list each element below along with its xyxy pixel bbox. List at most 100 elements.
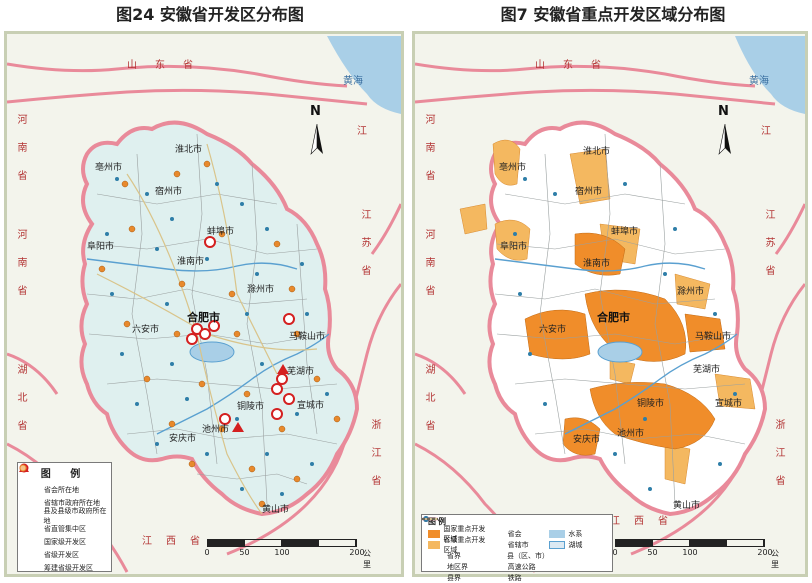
city-chuzhou: 滁州市	[677, 287, 705, 297]
city-maanshan: 马鞍山市	[695, 332, 732, 342]
provincial-zone-swatch	[428, 540, 441, 549]
label-sea: 黄海	[749, 76, 769, 87]
city-anqing: 安庆市	[573, 435, 601, 445]
legend-row: 地区界	[422, 518, 487, 572]
planned-zone-icon	[19, 464, 38, 573]
city-huaibei: 淮北市	[175, 145, 203, 155]
city-xuancheng: 宣城市	[297, 401, 325, 411]
province-border-icon	[422, 517, 444, 560]
city-hefei: 合肥市	[597, 311, 630, 324]
city-suzhou: 宿州市	[155, 187, 183, 197]
city-huangshan: 黄山市	[262, 505, 290, 515]
city-luan: 六安市	[132, 325, 160, 335]
legend-row: 县界	[422, 518, 487, 583]
right-legend: 图例 国家重点开发区域 省会 水系 省级重点开发区域 省辖市 湖城 省界 县（区…	[421, 514, 613, 582]
city-luan: 六安市	[539, 325, 567, 335]
label-shandong: 山东省	[535, 60, 619, 71]
scale-bar-graphic	[615, 539, 765, 547]
city-suzhou: 宿州市	[575, 187, 603, 197]
city-xuancheng: 宣城市	[715, 399, 743, 409]
region-border-icon	[422, 518, 444, 571]
legend-row: 省辖市	[423, 516, 548, 550]
city-anqing: 安庆市	[169, 434, 197, 444]
provincial-direct-zones	[232, 364, 289, 432]
scale-unit: 公里	[363, 549, 371, 569]
legend-row: 国家级开发区	[18, 463, 111, 548]
city-huaibei: 淮北市	[583, 147, 611, 157]
label-hubei: 湖北省	[423, 364, 434, 448]
legend-row: 筹建省级开发区	[18, 464, 111, 574]
label-henan-2: 河南省	[15, 229, 26, 313]
city-hefei: 合肥市	[187, 311, 220, 324]
legend-row: 省会	[423, 516, 548, 539]
county-borders	[494, 133, 746, 505]
north-label: N	[718, 104, 729, 119]
legend-row: 省界	[422, 517, 487, 561]
chaohu-lake	[189, 341, 235, 363]
scale-ticks: 0 50 100 200	[204, 548, 365, 557]
provincial-key-zones	[459, 139, 756, 485]
city-wuhu: 芜湖市	[287, 367, 315, 377]
label-jiang-top: 江	[357, 126, 368, 137]
provincial-zone-icon	[20, 465, 38, 560]
left-legend: 图 例 省会所在地 省辖市政府所在地 县及县级市政府所在地 省直管集中区 国家级…	[17, 462, 112, 572]
city-dot-icon	[20, 465, 38, 508]
legend-row: 高速公路	[422, 518, 548, 572]
legend-grid: 国家重点开发区域 省会 水系 省级重点开发区域 省辖市 湖城 省界 县（区、市）…	[422, 516, 612, 583]
city-tongling: 铜陵市	[237, 402, 265, 412]
legend-row: 湖城	[547, 539, 608, 550]
left-map-title: 图24 安徽省开发区分布图	[116, 5, 304, 24]
left-scale-bar: 0 50 100 200 公里	[204, 539, 371, 569]
city-chizhou: 池州市	[617, 429, 645, 439]
city-huainan: 淮南市	[177, 257, 205, 267]
highway-icon	[422, 518, 505, 571]
label-henan-2: 河南省	[423, 229, 434, 313]
national-zone-swatch	[428, 529, 441, 538]
north-arrow	[718, 123, 731, 155]
county-dots	[513, 177, 737, 491]
right-map-frame: 山东省 黄海 河南省 河南省 湖北省 江 江苏省 浙江省 江西省 N 亳州市 淮…	[412, 31, 808, 582]
label-jiangsu: 江苏省	[763, 209, 774, 293]
anhui-province	[79, 120, 360, 517]
north-arrow	[310, 123, 323, 155]
left-map-frame: 山东省 黄海 河南省 河南省 湖北省 江 江苏省 浙江省 江西省 N 亳州市 宿…	[4, 31, 404, 577]
city-bengbu: 蚌埠市	[207, 227, 235, 237]
label-jiangsu: 江苏省	[359, 209, 370, 293]
rivers	[494, 258, 738, 435]
national-zone-icon	[19, 463, 38, 547]
label-henan: 河南省	[15, 114, 26, 198]
county-dot-icon	[424, 517, 504, 560]
north-label: N	[310, 104, 321, 119]
legend-row: 省级开发区	[18, 465, 111, 561]
scale-bar-graphic	[207, 539, 357, 547]
legend-row: 铁路	[422, 518, 548, 583]
city-bozhou: 亳州市	[499, 163, 527, 173]
capital-dot-icon	[19, 464, 38, 495]
left-map-canvas	[7, 36, 401, 573]
label-sea: 黄海	[343, 76, 363, 87]
city-chuzhou: 滁州市	[247, 285, 275, 295]
legend-row: 水系	[547, 528, 608, 539]
city-dot-icon	[423, 516, 505, 549]
label-zhejiang: 浙江省	[369, 419, 380, 503]
capital-dot-icon	[423, 516, 505, 538]
city-maanshan: 马鞍山市	[289, 332, 326, 342]
label-jiangxi: 江西省	[142, 536, 214, 547]
label-jiangxi: 江西省	[610, 516, 682, 527]
city-huangshan: 黄山市	[673, 501, 701, 511]
legend-row: 省会所在地	[18, 464, 111, 496]
city-chizhou: 池州市	[202, 425, 230, 435]
water-swatch	[549, 529, 566, 538]
legend-row: 县及县级市政府所在地	[18, 466, 111, 525]
county-dots	[105, 177, 329, 496]
legend-row: 省级重点开发区域	[426, 536, 487, 554]
legend-row: 国家重点开发区域	[426, 525, 487, 543]
right-scale-bar: 0 50 100 200 公里	[612, 539, 779, 569]
legend-title: 图 例	[40, 469, 89, 480]
city-bengbu: 蚌埠市	[611, 227, 639, 237]
legend-row	[547, 561, 608, 572]
city-huainan: 淮南市	[583, 259, 611, 269]
label-shandong: 山东省	[127, 60, 211, 71]
railway-icon	[422, 518, 505, 582]
city-wuhu: 芜湖市	[693, 365, 721, 375]
